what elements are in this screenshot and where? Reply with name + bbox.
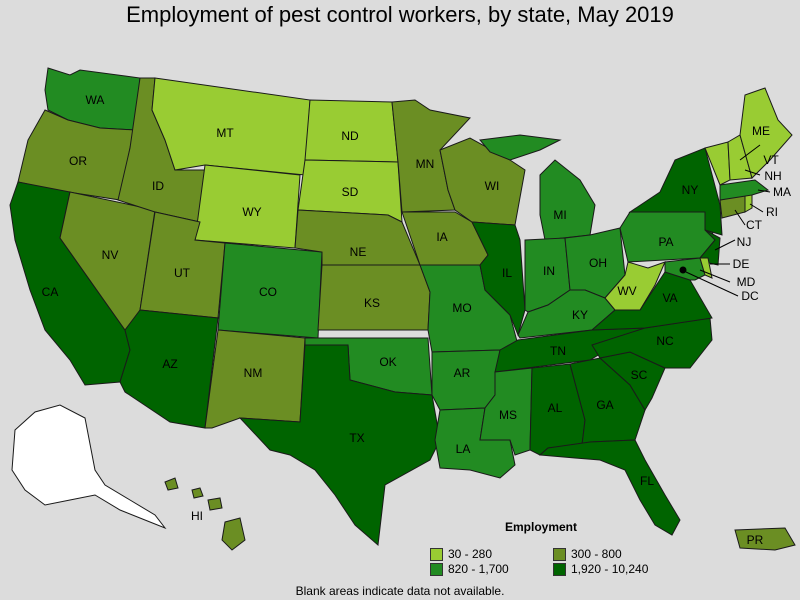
label-MO: MO xyxy=(452,301,471,315)
state-RI xyxy=(744,194,753,213)
label-WV: WV xyxy=(617,284,636,298)
label-GA: GA xyxy=(596,398,613,412)
label-NY: NY xyxy=(682,183,699,197)
legend-label-1: 30 - 280 xyxy=(448,547,493,561)
label-AZ: AZ xyxy=(162,357,177,371)
label-DC: DC xyxy=(741,289,759,303)
state-DE xyxy=(699,257,713,279)
label-AR: AR xyxy=(454,366,471,380)
label-NV: NV xyxy=(102,248,119,262)
label-IL: IL xyxy=(502,266,512,280)
legend-item-2: 300 - 800 xyxy=(553,547,622,561)
label-ND: ND xyxy=(341,129,359,143)
state-labels: WA OR CA NV ID MT WY UT AZ CO NM ND SD N… xyxy=(42,93,791,547)
legend-swatch-3 xyxy=(430,562,443,576)
state-NY xyxy=(628,147,723,236)
label-ME: ME xyxy=(752,124,770,138)
label-NC: NC xyxy=(656,334,674,348)
label-NE: NE xyxy=(350,245,367,259)
label-WI: WI xyxy=(485,179,500,193)
label-MI: MI xyxy=(553,208,566,222)
legend-swatch-2 xyxy=(553,547,566,561)
state-PR xyxy=(734,527,796,551)
footnote: Blank areas indicate data not available. xyxy=(295,584,505,598)
label-IA: IA xyxy=(436,230,447,244)
label-WA: WA xyxy=(86,93,105,107)
label-VA: VA xyxy=(662,291,677,305)
label-OH: OH xyxy=(589,256,607,270)
legend-title: Employment xyxy=(505,520,578,534)
label-FL: FL xyxy=(640,474,654,488)
label-PR: PR xyxy=(747,533,764,547)
label-CA: CA xyxy=(42,285,59,299)
legend-swatch-1 xyxy=(430,547,443,561)
label-OK: OK xyxy=(379,355,396,369)
label-MS: MS xyxy=(499,408,517,422)
label-SD: SD xyxy=(342,185,359,199)
label-TN: TN xyxy=(550,344,566,358)
state-AK xyxy=(11,404,167,530)
state-HI xyxy=(164,477,246,551)
label-ID: ID xyxy=(152,179,164,193)
label-TX: TX xyxy=(349,431,364,445)
label-RI: RI xyxy=(766,205,778,219)
label-CT: CT xyxy=(746,218,763,232)
label-SC: SC xyxy=(631,368,648,382)
label-leader-lines xyxy=(685,144,771,297)
label-MD: MD xyxy=(737,275,756,289)
label-CO: CO xyxy=(259,285,277,299)
label-KY: KY xyxy=(572,308,588,322)
label-VT: VT xyxy=(763,153,779,167)
legend-label-3: 820 - 1,700 xyxy=(448,562,509,576)
label-OR: OR xyxy=(69,154,87,168)
label-IN: IN xyxy=(543,264,555,278)
label-MA: MA xyxy=(773,185,791,199)
label-NM: NM xyxy=(244,366,263,380)
label-WY: WY xyxy=(242,205,261,219)
label-NH: NH xyxy=(764,169,781,183)
legend-item-1: 30 - 280 xyxy=(430,547,492,561)
label-KS: KS xyxy=(364,296,380,310)
state-TX xyxy=(238,344,441,546)
label-UT: UT xyxy=(174,266,191,280)
state-AZ xyxy=(119,309,219,429)
label-NJ: NJ xyxy=(737,235,752,249)
state-FL xyxy=(538,439,681,536)
label-MT: MT xyxy=(216,126,234,140)
state-ME xyxy=(739,87,793,179)
label-HI: HI xyxy=(191,509,203,523)
state-MA xyxy=(719,179,770,201)
label-DE: DE xyxy=(733,257,750,271)
legend-swatch-4 xyxy=(553,562,566,576)
dc-marker xyxy=(679,266,687,274)
map-title: Employment of pest control workers, by s… xyxy=(126,2,674,27)
legend-item-3: 820 - 1,700 xyxy=(430,562,509,576)
state-MI xyxy=(479,134,596,241)
legend-item-4: 1,920 - 10,240 xyxy=(553,562,648,576)
legend-label-2: 300 - 800 xyxy=(571,547,622,561)
state-KY xyxy=(517,289,616,339)
state-IL xyxy=(471,221,526,337)
label-MN: MN xyxy=(416,157,435,171)
label-PA: PA xyxy=(658,235,673,249)
legend-label-4: 1,920 - 10,240 xyxy=(571,562,649,576)
label-AL: AL xyxy=(548,401,563,415)
label-LA: LA xyxy=(456,442,471,456)
